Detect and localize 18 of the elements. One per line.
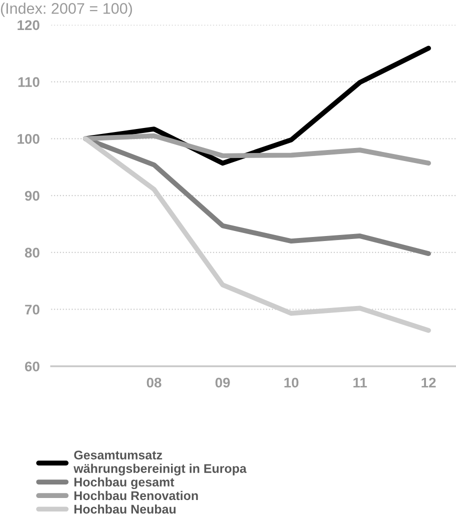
legend-label: Hochbau Neubau bbox=[74, 504, 176, 514]
line-series bbox=[82, 133, 431, 166]
x-tick-label: 08 bbox=[146, 378, 162, 388]
y-tick-label: 60 bbox=[25, 362, 40, 372]
legend-label: Hochbau gesamt bbox=[74, 477, 174, 490]
x-tick-label: 10 bbox=[284, 378, 298, 388]
x-tick-label: 11 bbox=[353, 378, 367, 388]
y-tick-label: 70 bbox=[25, 304, 40, 315]
x-tick-label: 12 bbox=[422, 378, 436, 388]
chart-title: (Index: 2007 = 100) bbox=[0, 2, 132, 17]
y-tick-label: 80 bbox=[24, 248, 40, 258]
y-tick-label: 90 bbox=[24, 190, 40, 201]
y-tick-label: 110 bbox=[18, 77, 40, 87]
x-tick-label: 09 bbox=[215, 378, 230, 388]
y-tick-label: 120 bbox=[18, 20, 40, 30]
legend-label: Hochbau Renovation bbox=[74, 490, 198, 500]
y-tick-label: 100 bbox=[18, 134, 40, 144]
legend-label: Gesamtumsatz währungsbereinigt in Europa bbox=[74, 450, 247, 476]
